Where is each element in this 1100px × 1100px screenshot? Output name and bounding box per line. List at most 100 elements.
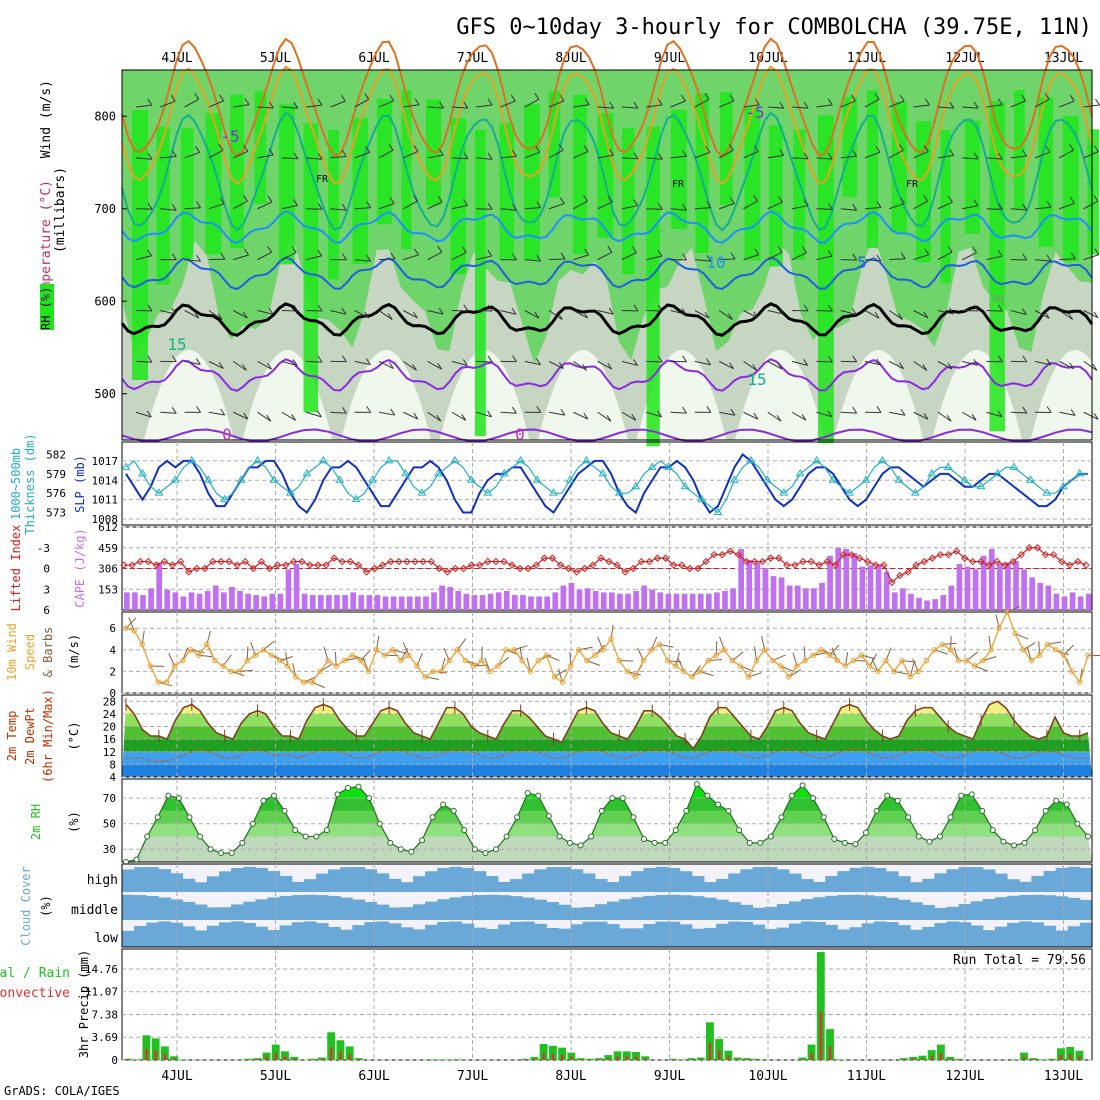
- cloud-bar: [510, 896, 523, 920]
- wind-barb-flag: [512, 150, 517, 157]
- saturated-rh-area: [279, 104, 295, 265]
- wind-barb: [427, 360, 442, 370]
- dry-area: [833, 350, 924, 440]
- wind-barb: [986, 157, 1003, 160]
- cape-bar: [358, 595, 365, 610]
- wind-barb-flag: [558, 143, 564, 151]
- cloud-bar: [352, 925, 365, 947]
- wind-barb: [597, 310, 614, 315]
- cloud-bar: [449, 866, 462, 892]
- cloud-bar: [716, 899, 729, 920]
- wind-barb-flag: [194, 311, 200, 319]
- wind-speed-marker: [875, 668, 881, 675]
- precip-total-bar: [354, 1058, 363, 1060]
- bottom-date-axis: 4JUL 5JUL 6JUL 7JUL 8JUL 9JUL 10JUL 11JUL 12JUL 1…: [161, 1069, 1083, 1084]
- wind-barb: [986, 310, 1003, 312]
- li-marker: [152, 561, 161, 569]
- cloud-bar: [352, 867, 365, 892]
- cape-bar: [463, 593, 470, 610]
- pressure-tick-label: 500: [94, 387, 116, 401]
- wind-speed-marker: [584, 657, 590, 664]
- wind-speed-marker: [123, 625, 129, 631]
- li-marker: [815, 561, 823, 569]
- cloud-bar: [328, 926, 341, 947]
- cape-bar: [180, 596, 187, 610]
- precip-total-bar: [669, 1058, 677, 1060]
- wind-barb-flag: [413, 412, 419, 420]
- wind-barb-flag: [196, 201, 201, 209]
- wind-speed-marker: [398, 657, 404, 664]
- cloud-bar: [243, 866, 256, 892]
- precip-convective-bar: [948, 1058, 952, 1060]
- cloud-bar: [910, 929, 923, 947]
- thickness-marker: [121, 462, 131, 470]
- cape-bar: [1053, 593, 1060, 610]
- cape-bar: [245, 593, 251, 610]
- wind-barb-flag: [827, 98, 833, 106]
- wind-barb-flag: [293, 101, 299, 109]
- precip-total-bar: [1029, 1058, 1038, 1060]
- cloud-bar: [1019, 881, 1032, 892]
- wind-speed-marker: [155, 679, 162, 685]
- cloud-bar: [861, 866, 875, 892]
- cloud-bar: [728, 902, 741, 920]
- wind-barb-flag: [463, 199, 468, 206]
- saturated-rh-area: [1087, 129, 1100, 255]
- wind-speed-marker: [745, 674, 752, 680]
- saturated-rh-area: [573, 94, 587, 255]
- wind-barb-flag: [754, 248, 760, 256]
- wind-barb-flag: [1070, 197, 1075, 204]
- cloud-bar: [461, 923, 475, 947]
- wind-barb-flag: [657, 203, 663, 210]
- wind-barb-flag: [1046, 201, 1052, 208]
- wind-barb: [378, 203, 395, 210]
- rh-marker: [863, 829, 869, 836]
- cloud-bar: [582, 873, 596, 892]
- cloud-bar: [558, 867, 572, 892]
- cloud-bar: [655, 921, 669, 947]
- wind-barb-flag: [899, 362, 904, 369]
- cape-bar: [916, 597, 922, 610]
- wind-barb-flag: [803, 152, 809, 160]
- wind-barb-flag: [487, 410, 492, 418]
- slp-tick-label: 1011: [92, 494, 119, 507]
- li-marker: [362, 568, 371, 576]
- cape-bar: [738, 548, 744, 610]
- wind-barb-flag: [171, 407, 177, 414]
- wind-barb: [257, 310, 274, 315]
- wind-barb-flag: [584, 248, 590, 256]
- cape-panel-axis-label: Lifted Index: [9, 525, 23, 612]
- li-marker: [847, 550, 856, 559]
- wind-barb-flag: [147, 304, 153, 312]
- wind-barb-flag: [341, 253, 347, 261]
- run-total-label: Run Total = 79.56: [953, 953, 1086, 968]
- cloud-bar: [134, 867, 147, 892]
- cloud-bar: [982, 899, 996, 920]
- wind-barb: [889, 202, 905, 210]
- wind-barb-flag: [463, 152, 469, 159]
- li-marker: [184, 568, 193, 576]
- cloud-level-label: middle: [71, 903, 118, 918]
- wind-barb-flag: [1070, 409, 1076, 416]
- wind-barb-flag: [1046, 406, 1052, 413]
- cape-bar: [665, 593, 672, 610]
- cape-bar: [980, 555, 987, 610]
- wind-barb: [330, 310, 347, 315]
- wind-barb-flag: [633, 101, 639, 109]
- wind-barb: [719, 100, 735, 108]
- wind-barb-flag: [512, 355, 517, 362]
- contour-label: 10: [706, 253, 725, 272]
- wind-barb: [962, 360, 978, 366]
- wind-barb-flag: [753, 412, 759, 420]
- wind-speed-marker: [721, 647, 727, 653]
- thickness-marker: [1075, 468, 1085, 477]
- wind-speed-marker: [171, 663, 178, 669]
- slp-panel-axis-label: Thickness (dm): [23, 433, 37, 534]
- wind-speed-marker: [778, 663, 784, 669]
- cloud-bar: [497, 881, 511, 892]
- wind-speed-marker: [462, 657, 469, 664]
- wind-barb-flag: [389, 94, 395, 102]
- wind-speed-marker: [592, 652, 598, 658]
- li-marker: [734, 550, 743, 559]
